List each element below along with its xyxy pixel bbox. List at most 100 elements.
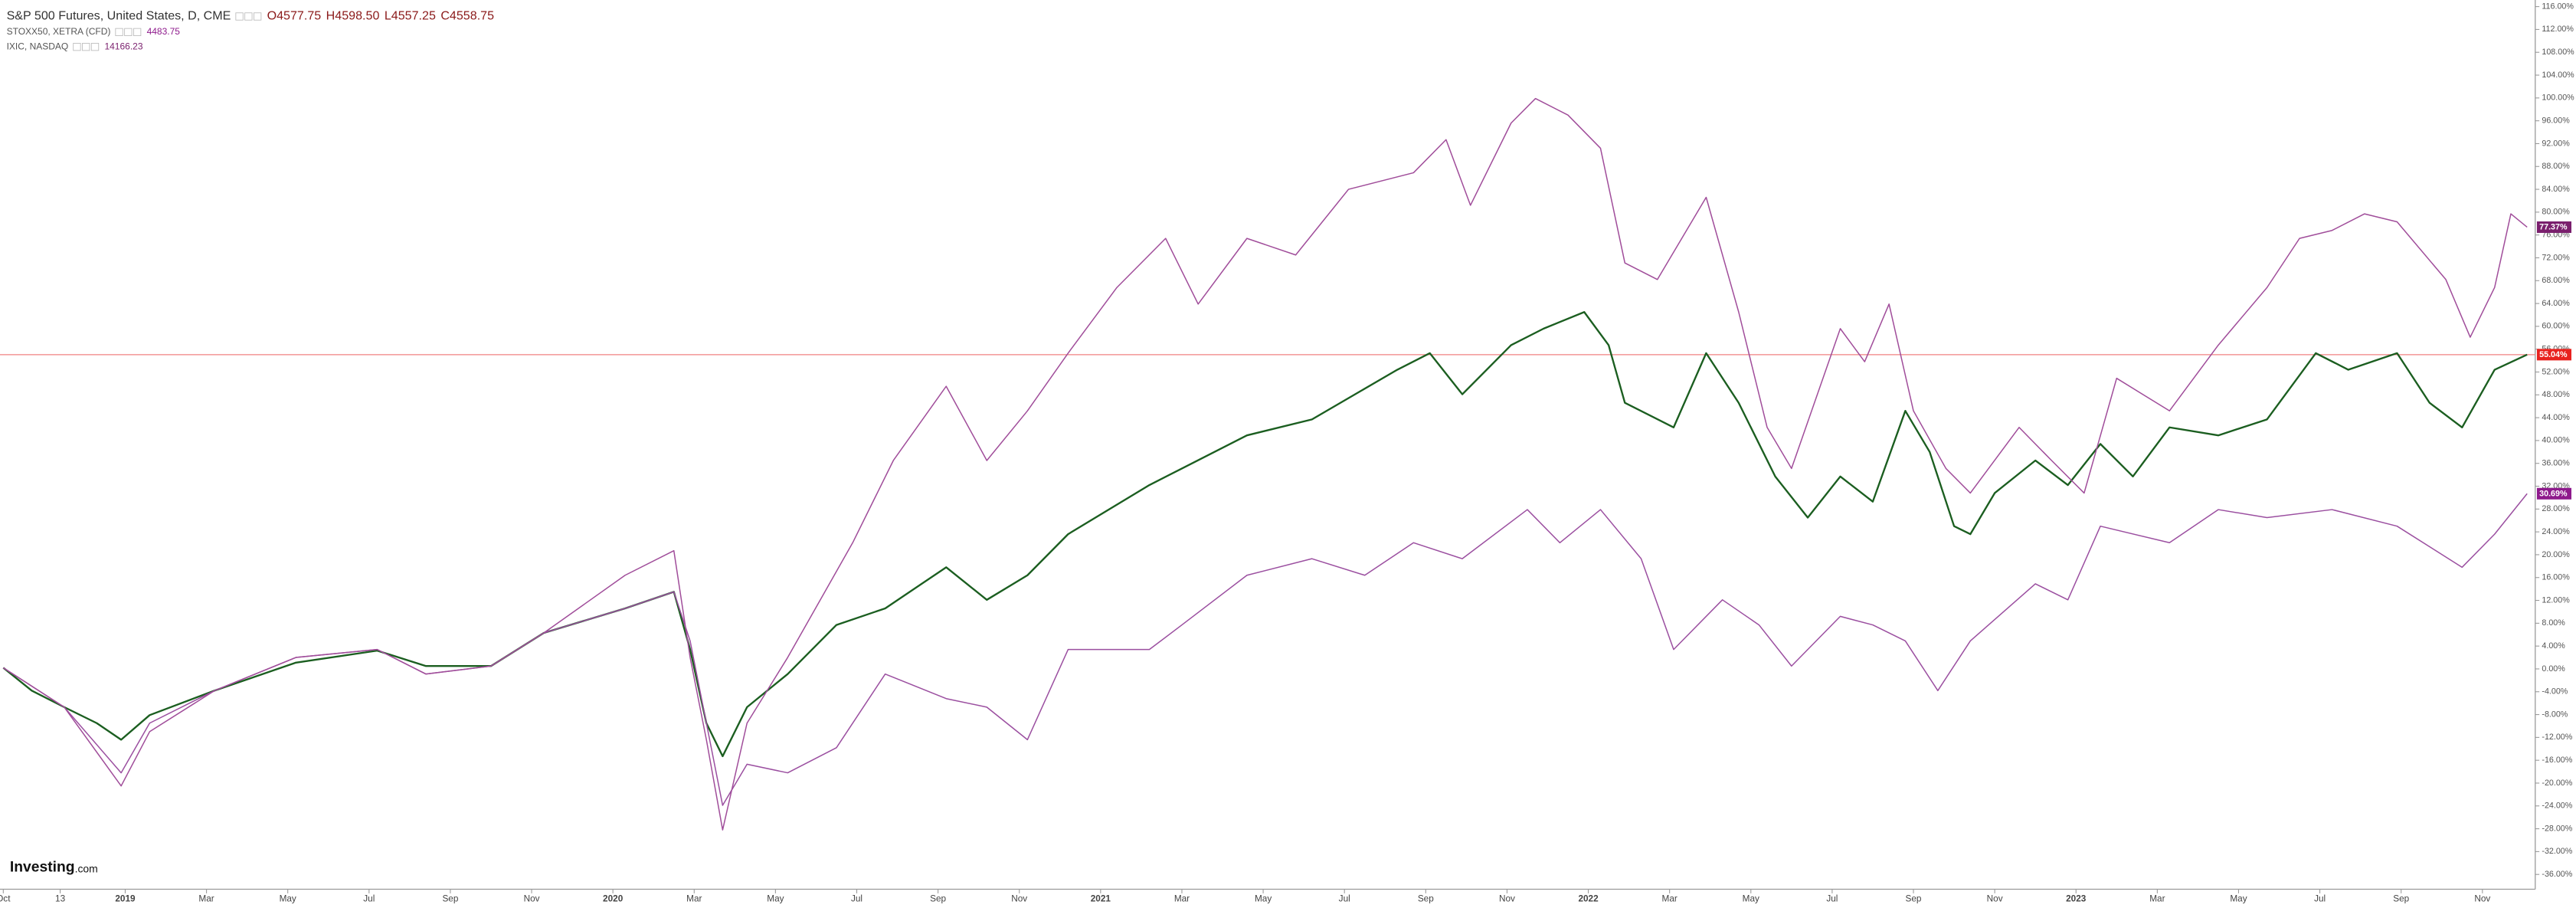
legend-icon[interactable] [82, 43, 90, 51]
y-tick-label: 0.00% [2542, 664, 2565, 674]
legend-name: STOXX50, XETRA (CFD) [7, 26, 111, 37]
x-tick-label: Nov [524, 893, 540, 903]
y-tick-label: 84.00% [2542, 185, 2570, 194]
y-tick-label: 40.00% [2542, 436, 2570, 445]
y-tick-label: -20.00% [2542, 779, 2572, 788]
x-tick-label: Jul [1339, 893, 1350, 903]
y-tick-label: -24.00% [2542, 801, 2572, 811]
legend-name: IXIC, NASDAQ [7, 41, 69, 51]
x-tick-label: Mar [1174, 893, 1190, 903]
legend-icon[interactable] [90, 43, 100, 51]
y-tick-label: -32.00% [2542, 847, 2572, 856]
x-tick-label: Nov [1499, 893, 1515, 903]
logo: .com [75, 862, 98, 874]
x-tick-label: Mar [198, 893, 214, 903]
x-tick-label: Oct [0, 893, 11, 903]
x-tick-label: May [1743, 893, 1759, 903]
y-tick-label: -12.00% [2542, 733, 2572, 742]
x-tick-label: 2021 [1091, 893, 1111, 903]
y-tick-label: 4.00% [2542, 641, 2565, 651]
x-tick-label: May [280, 893, 296, 903]
y-tick-label: -8.00% [2542, 710, 2568, 719]
x-tick-label: Jul [363, 893, 375, 903]
x-tick-label: Nov [1987, 893, 2003, 903]
x-tick-label: Mar [2149, 893, 2165, 903]
y-tick-label: -36.00% [2542, 870, 2572, 879]
y-tick-label: 60.00% [2542, 322, 2570, 331]
legend-icon[interactable] [73, 43, 81, 51]
logo: Investing [10, 860, 75, 876]
series-line [2, 311, 2528, 758]
last-value-tag [2536, 349, 2571, 361]
y-tick-label: 100.00% [2542, 93, 2574, 103]
y-tick-label: 116.00% [2542, 2, 2574, 11]
y-tick-label: 92.00% [2542, 139, 2570, 148]
legend-quote: 14166.23 [104, 41, 142, 51]
last-value-label: 55.04% [2539, 350, 2568, 359]
y-tick-label: 12.00% [2542, 595, 2570, 605]
last-value-tag [2536, 487, 2571, 500]
x-tick-label: 2023 [2066, 893, 2087, 903]
x-tick-label: Mar [686, 893, 702, 903]
y-tick-label: 48.00% [2542, 390, 2570, 399]
x-tick-label: 2019 [115, 893, 136, 903]
y-tick-label: 68.00% [2542, 276, 2570, 285]
x-tick-label: 2020 [603, 893, 624, 903]
y-tick-label: 8.00% [2542, 618, 2565, 628]
x-tick-label: Sep [930, 893, 946, 903]
y-tick-label: 112.00% [2542, 25, 2574, 34]
x-tick-label: Sep [2393, 893, 2409, 903]
x-tick-label: May [1255, 893, 1272, 903]
x-tick-label: Sep [1418, 893, 1434, 903]
y-tick-label: 80.00% [2542, 208, 2570, 217]
x-tick-label: Jul [1826, 893, 1838, 903]
legend-icon[interactable] [115, 28, 123, 37]
x-tick-label: 2022 [1578, 893, 1599, 903]
y-tick-label: 72.00% [2542, 253, 2570, 262]
y-tick-label: -16.00% [2542, 756, 2572, 765]
y-tick-label: 76.00% [2542, 230, 2570, 239]
ohlc-value: O4577.75 [267, 9, 322, 23]
x-tick-label: Jul [2314, 893, 2326, 903]
y-tick-label: 64.00% [2542, 299, 2570, 308]
legend-icon[interactable] [235, 12, 244, 21]
series-line [2, 493, 2528, 806]
x-tick-label: Jul [851, 893, 862, 903]
x-tick-label: Sep [442, 893, 458, 903]
y-tick-label: 96.00% [2542, 116, 2570, 125]
legend-icon[interactable] [133, 28, 142, 37]
x-tick-label: Nov [2474, 893, 2490, 903]
legend-name: S&P 500 Futures, United States, D, CME [7, 9, 231, 23]
last-value-label: 30.69% [2539, 490, 2568, 499]
y-tick-label: 20.00% [2542, 550, 2570, 559]
x-tick-label: May [767, 893, 784, 903]
y-tick-label: 16.00% [2542, 573, 2570, 582]
last-value-label: 77.37% [2539, 223, 2568, 232]
series-line [2, 97, 2528, 831]
x-tick-label: Sep [1906, 893, 1922, 903]
legend-quote: 4483.75 [147, 26, 181, 37]
y-tick-label: 52.00% [2542, 367, 2570, 376]
legend-icon[interactable] [254, 12, 262, 21]
ohlc-value: H4598.50 [326, 9, 380, 23]
ohlc-value: L4557.25 [385, 9, 436, 23]
x-tick-label: 13 [55, 893, 66, 903]
x-tick-label: Mar [1662, 893, 1678, 903]
y-tick-label: 44.00% [2542, 413, 2570, 422]
legend-icon[interactable] [124, 28, 133, 37]
last-value-tag [2536, 221, 2571, 233]
ohlc-value: C4558.75 [440, 9, 494, 23]
y-tick-label: 36.00% [2542, 459, 2570, 468]
y-tick-label: -28.00% [2542, 824, 2572, 833]
x-tick-label: Nov [1011, 893, 1027, 903]
y-tick-label: 28.00% [2542, 504, 2570, 513]
x-tick-label: May [2230, 893, 2247, 903]
y-tick-label: 88.00% [2542, 162, 2570, 171]
y-tick-label: 24.00% [2542, 527, 2570, 536]
y-tick-label: 108.00% [2542, 48, 2574, 57]
legend-icon[interactable] [244, 12, 253, 21]
y-tick-label: -4.00% [2542, 687, 2568, 697]
y-tick-label: 104.00% [2542, 70, 2574, 80]
